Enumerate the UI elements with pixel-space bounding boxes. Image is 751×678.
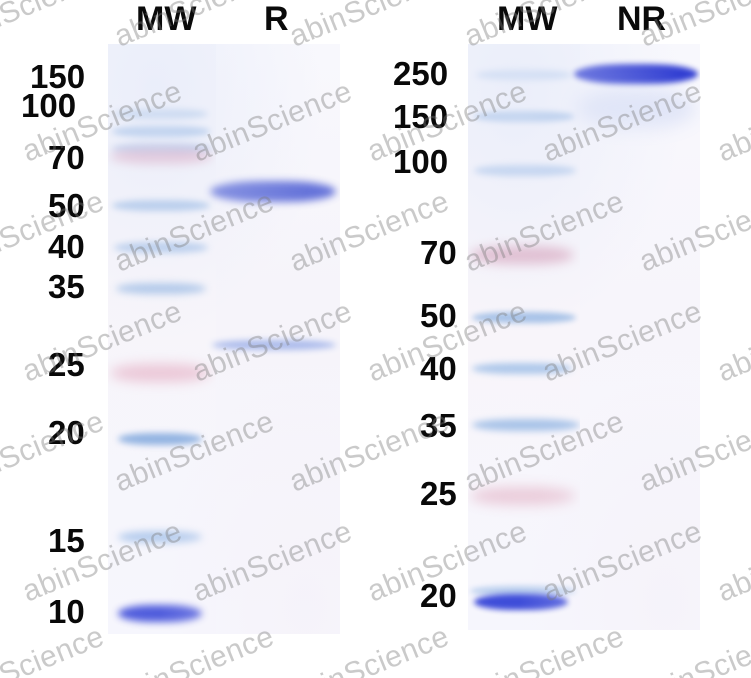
watermark-text: abinScience: [712, 514, 751, 609]
mw-tick-40-right: 40: [420, 350, 457, 387]
watermark-text: abinScience: [634, 184, 751, 279]
watermark-text: abinScience: [459, 184, 629, 279]
watermark-text: abinScience: [537, 294, 707, 389]
watermark-text: abinScience: [284, 404, 454, 499]
watermark-text: abinScience: [109, 0, 279, 54]
mw-tick-20-right: 20: [420, 577, 457, 614]
watermark-text: abinScience: [0, 184, 109, 279]
watermark-text: abinScience: [17, 514, 187, 609]
watermark-text: abinScience: [109, 184, 279, 279]
watermark-text: abinScience: [459, 619, 629, 678]
right-lane-header-mw: MW: [497, 0, 558, 38]
mw-tick-100-right: 100: [393, 143, 449, 180]
watermark-text: abinScience: [537, 74, 707, 169]
watermark-text: abinScience: [634, 404, 751, 499]
mw-tick-70-right: 70: [420, 234, 457, 271]
mw-tick-150-right: 150: [393, 98, 449, 135]
mw-tick-40-left: 40: [48, 228, 85, 265]
mw-tick-25-left: 25: [48, 346, 85, 383]
mw-tick-100-left: 100: [21, 87, 77, 124]
watermark-text: abinScience: [537, 514, 707, 609]
mw-tick-35-left: 35: [48, 268, 85, 305]
watermark-text: abinScience: [362, 294, 532, 389]
watermark-text: abinScience: [712, 74, 751, 169]
right-lane-header-nr: NR: [617, 0, 667, 38]
watermark-text: abinScience: [109, 404, 279, 499]
mw-tick-25-right: 25: [420, 475, 457, 512]
watermark-text: abinScience: [362, 514, 532, 609]
mw-tick-10-left: 10: [48, 593, 85, 630]
watermark-text: abinScience: [459, 0, 629, 54]
watermark-text: abinScience: [17, 294, 187, 389]
mw-tick-250-right: 250: [393, 55, 449, 92]
watermark-text: abinScience: [362, 74, 532, 169]
watermark-text: abinScience: [284, 184, 454, 279]
mw-tick-50-right: 50: [420, 297, 457, 334]
watermark-text: abinScience: [187, 294, 357, 389]
watermark-text: abinScience: [187, 74, 357, 169]
watermark-text: abinScience: [17, 74, 187, 169]
watermark-text: abinScience: [0, 404, 109, 499]
mw-tick-35-right: 35: [420, 407, 457, 444]
watermark-text: abinScience: [109, 619, 279, 678]
watermark-text: abinScience: [187, 514, 357, 609]
mw-tick-20-left: 20: [48, 414, 85, 451]
mw-tick-150-left: 150: [30, 58, 86, 95]
watermark-text: abinScience: [634, 0, 751, 54]
watermark-text: abinScience: [284, 0, 454, 54]
watermark-text: abinScience: [634, 619, 751, 678]
left-lane-header-mw: MW: [136, 0, 197, 38]
watermark-text: abinScience: [284, 619, 454, 678]
watermark-text: abinScience: [459, 404, 629, 499]
watermark-text: abinScience: [0, 0, 109, 54]
mw-tick-50-left: 50: [48, 187, 85, 224]
mw-tick-70-left: 70: [48, 139, 85, 176]
watermark-text: abinScience: [0, 619, 109, 678]
mw-tick-15-left: 15: [48, 522, 85, 559]
watermark-text: abinScience: [712, 294, 751, 389]
left-lane-header-r: R: [264, 0, 289, 38]
